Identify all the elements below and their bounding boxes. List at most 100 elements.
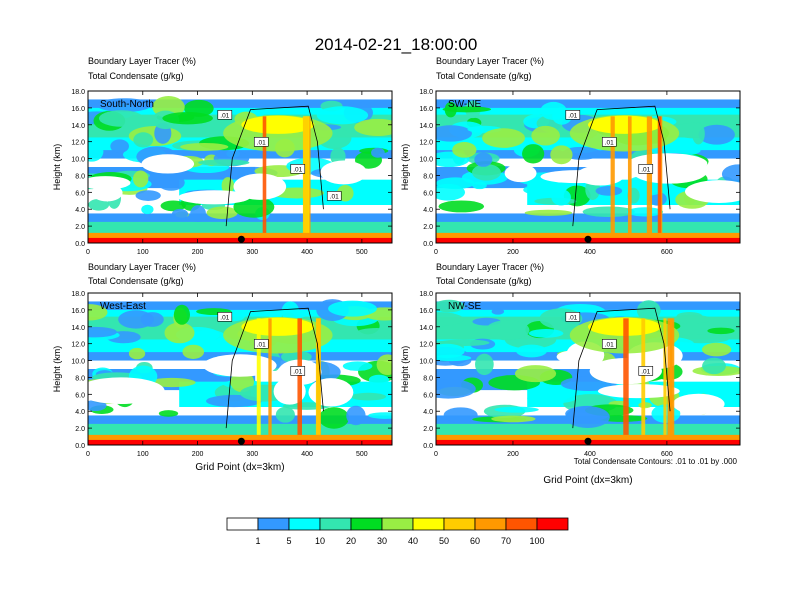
y-tick-label: 12.0 [419, 140, 433, 147]
contour-label-box [565, 312, 581, 322]
core-upper-hi [241, 115, 315, 134]
clear-gap [141, 154, 195, 174]
y-tick-label: 18.0 [419, 291, 433, 298]
tracer-blob [443, 407, 478, 423]
tracer-blob [346, 405, 366, 426]
tracer-blob [522, 144, 545, 164]
tracer-blob [110, 139, 129, 154]
tracer-blob [565, 406, 610, 428]
updraft-column [262, 116, 267, 239]
contour-label: .01 [641, 166, 650, 173]
plot-frame [87, 90, 393, 244]
colorbar-label: 100 [529, 536, 544, 546]
tracer-blob [491, 308, 505, 315]
contour-label-box [290, 164, 306, 174]
y-tick-label: 2.0 [423, 426, 433, 433]
y-tick-label: 16.0 [71, 106, 85, 113]
tracer-blob [475, 353, 494, 376]
clear-gap [504, 164, 537, 183]
updraft-column [307, 116, 311, 239]
panel-sw-ne: Boundary Layer Tracer (%) Total Condensat… [400, 56, 741, 256]
y-tick-label: 12.0 [71, 140, 85, 147]
tracer-blob [88, 399, 107, 412]
y-tick-label: 6.0 [423, 190, 433, 197]
x-tick-label: 100 [137, 249, 149, 256]
panel-nw-se: Boundary Layer Tracer (%) Total Condensat… [400, 262, 741, 486]
tracer-blob [180, 142, 229, 151]
contour-label: .01 [568, 314, 577, 321]
tracer-blob [494, 406, 539, 413]
y-tick-label: 6.0 [75, 392, 85, 399]
contour-label-box [290, 366, 306, 376]
x-tick-label: 200 [192, 249, 204, 256]
clear-gap [178, 190, 251, 205]
contour-label: .01 [257, 341, 266, 348]
location-marker [237, 235, 245, 243]
y-tick-label: 4.0 [423, 207, 433, 214]
tracer-blob [582, 206, 635, 218]
tracer-blob [350, 392, 387, 401]
x-tick-label: 0 [86, 249, 90, 256]
tracer-blob [318, 407, 350, 429]
tracer-blob [367, 412, 392, 419]
y-tick-label: 10.0 [419, 157, 433, 164]
clear-gap [685, 180, 740, 203]
tracer-blob [436, 343, 465, 359]
panel-title-line1: Boundary Layer Tracer (%) [88, 262, 196, 272]
contour-label-box [601, 137, 617, 147]
colorbar-label: 30 [377, 536, 387, 546]
tracer-blob [141, 204, 154, 215]
condensate-contour [225, 105, 324, 227]
colorbar-swatch [505, 517, 538, 531]
tracer-blob [128, 347, 146, 360]
core-upper-hi [241, 317, 315, 336]
tracer-blob [472, 181, 487, 190]
y-tick-label: 0.0 [423, 443, 433, 450]
contour-label-box [638, 164, 654, 174]
band-low-inner [436, 221, 740, 235]
colorbar-label: 70 [501, 536, 511, 546]
heatmap-field: .01 .01 .01 [88, 293, 392, 445]
x-tick-label: 200 [507, 249, 519, 256]
y-tick-label: 14.0 [419, 123, 433, 130]
plot-frame [435, 90, 741, 244]
colorbar-label: 60 [470, 536, 480, 546]
tracer-blob [118, 310, 154, 329]
panel-title-line2: Total Condensate (g/kg) [88, 71, 184, 81]
y-axis-label: Height (km) [52, 346, 62, 393]
contour-label: .01 [220, 314, 229, 321]
tracer-blob [221, 177, 235, 195]
panel-title-line1: Boundary Layer Tracer (%) [88, 56, 196, 66]
tracer-blob [442, 106, 492, 113]
updraft-column [641, 318, 646, 441]
clear-gap [233, 173, 287, 200]
y-axis-label: Height (km) [52, 144, 62, 191]
tracer-blob [171, 208, 189, 220]
y-tick-label: 6.0 [75, 190, 85, 197]
y-tick-label: 8.0 [423, 375, 433, 382]
x-tick-label: 400 [584, 249, 596, 256]
y-tick-label: 0.0 [423, 241, 433, 248]
tracer-blob [182, 344, 205, 359]
panel-title-line1: Boundary Layer Tracer (%) [436, 262, 544, 272]
colorbar-swatch [412, 517, 445, 531]
y-tick-label: 18.0 [419, 89, 433, 96]
updraft-column [663, 318, 667, 441]
colorbar-swatch [474, 517, 507, 531]
location-marker [584, 235, 592, 243]
contour-label-box [601, 339, 617, 349]
heatmap-field: .01 .01 .01 [436, 91, 740, 243]
x-tick-label: 100 [137, 451, 149, 458]
x-tick-label: 400 [584, 451, 596, 458]
tracer-blob [173, 304, 190, 325]
y-tick-label: 16.0 [419, 308, 433, 315]
tracer-blob [474, 152, 493, 167]
tracer-blob [524, 209, 573, 216]
y-tick-label: 0.0 [75, 241, 85, 248]
panel-title-line1: Boundary Layer Tracer (%) [436, 56, 544, 66]
tracer-blob [96, 98, 152, 112]
y-tick-label: 16.0 [419, 106, 433, 113]
tracer-blob [436, 125, 472, 142]
y-axis-label: Height (km) [400, 144, 410, 191]
